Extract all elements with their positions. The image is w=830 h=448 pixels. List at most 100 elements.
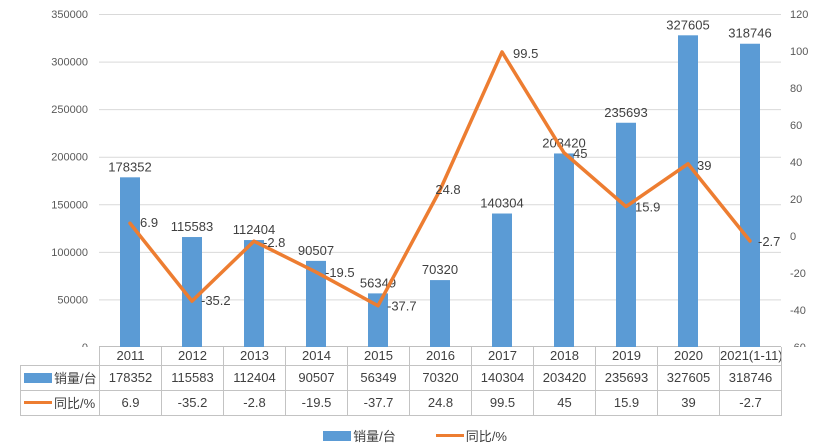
bar-value-label: 90507 — [298, 243, 334, 258]
right-axis-tick-label: 100 — [790, 46, 808, 58]
table-corner-cell — [21, 347, 100, 365]
category-label: 2011 — [99, 347, 162, 366]
sales-bar — [120, 177, 140, 347]
category-label: 2019 — [595, 347, 658, 366]
table-row: 销量/台 178352 115583 112404 90507 56349 70320 140… — [20, 364, 782, 391]
table-value-cell: 318746 — [719, 364, 782, 391]
table-value-cell: -2.7 — [719, 389, 782, 416]
line-value-label: -19.5 — [325, 265, 355, 280]
right-axis-tick-label: -60 — [790, 342, 806, 347]
right-axis-tick-label: -20 — [790, 268, 806, 280]
table-value-cell: 15.9 — [595, 389, 658, 416]
legend-label-sales: 销量/台 — [353, 429, 396, 444]
left-axis-tick-label: 100000 — [51, 247, 88, 259]
line-value-label: 24.8 — [435, 182, 460, 197]
table-value-cell: -37.7 — [347, 389, 410, 416]
category-label: 2012 — [161, 347, 224, 366]
table-value-cell: 6.9 — [99, 389, 162, 416]
left-axis-tick-label: 50000 — [57, 294, 88, 306]
category-label: 2014 — [285, 347, 348, 366]
table-value-cell: 327605 — [657, 364, 720, 391]
bar-series-swatch — [323, 430, 352, 441]
line-value-label: 39 — [697, 158, 711, 173]
bar-value-label: 327605 — [666, 17, 709, 32]
left-axis-tick-label: 350000 — [51, 9, 88, 21]
table-value-cell: 115583 — [161, 364, 224, 391]
bar-value-label: 318746 — [728, 26, 771, 41]
chart-data-table: 2011 2012 2013 2014 2015 2016 2017 2018 2019 2020… — [20, 347, 782, 416]
bar-value-label: 115583 — [171, 219, 213, 234]
line-series-swatch — [435, 434, 464, 437]
line-value-label: 15.9 — [635, 200, 660, 215]
right-axis-tick-label: 80 — [790, 83, 802, 95]
left-axis-tick-label: 200000 — [51, 152, 88, 164]
left-axis-tick-label: 250000 — [51, 104, 88, 116]
table-value-cell: 140304 — [471, 364, 534, 391]
line-value-label: -2.7 — [758, 234, 780, 249]
combo-chart: 0 50000 100000 150000 200000 250000 300000 3500… — [51, 9, 808, 347]
category-label: 2017 — [471, 347, 534, 366]
right-axis-tick-label: 120 — [790, 9, 808, 21]
bar-value-label: 140304 — [480, 196, 523, 211]
sales-bar — [430, 280, 450, 347]
right-axis-tick-label: 40 — [790, 157, 802, 169]
series-name-label: 销量/台 — [54, 371, 97, 386]
table-row: 同比/% 6.9 -35.2 -2.8 -19.5 -37.7 24.8 99.5 45 15.9… — [20, 389, 782, 416]
sales-bar — [616, 122, 636, 347]
sales-bar — [740, 43, 760, 347]
legend-item-sales: 销量/台 — [323, 426, 396, 445]
sales-bar — [182, 237, 202, 347]
bar-series-swatch — [24, 372, 52, 383]
line-value-label: -37.7 — [387, 299, 417, 314]
table-value-cell: 24.8 — [409, 389, 472, 416]
table-value-cell: 112404 — [223, 364, 286, 391]
left-axis-tick-label: 150000 — [51, 199, 88, 211]
sales-bar — [244, 240, 264, 347]
right-axis-tick-label: -40 — [790, 305, 806, 317]
category-label: 2021(1-11) — [719, 347, 782, 366]
table-value-cell: 203420 — [533, 364, 596, 391]
table-value-cell: 90507 — [285, 364, 348, 391]
series-row-header: 销量/台 — [20, 364, 100, 391]
sales-bar — [492, 213, 512, 347]
line-series-swatch — [24, 401, 52, 404]
sales-bar — [306, 260, 326, 347]
right-axis-tick-label: 0 — [790, 231, 796, 243]
table-value-cell: 45 — [533, 389, 596, 416]
left-axis-tick-label: 300000 — [51, 57, 88, 69]
table-value-cell: 56349 — [347, 364, 410, 391]
bar-value-label: 178352 — [108, 159, 151, 174]
bar-value-label: 70320 — [422, 262, 458, 277]
category-label: 2015 — [347, 347, 410, 366]
chart-legend: 销量/台 同比/% — [0, 426, 830, 445]
line-value-label: 6.9 — [140, 215, 158, 230]
table-value-cell: 70320 — [409, 364, 472, 391]
line-value-label: 99.5 — [513, 46, 538, 61]
legend-label-yoy: 同比/% — [465, 429, 507, 444]
category-label: 2020 — [657, 347, 720, 366]
bar-value-label: 203420 — [542, 135, 585, 150]
bar-value-label: 112404 — [233, 222, 275, 237]
right-axis-tick-label: 20 — [790, 194, 802, 206]
series-row-header: 同比/% — [20, 389, 100, 416]
table-value-cell: -19.5 — [285, 389, 348, 416]
sales-bar — [554, 153, 574, 347]
table-value-cell: 178352 — [99, 364, 162, 391]
line-value-label: -2.8 — [263, 235, 285, 250]
yoy-trend-line — [128, 50, 752, 308]
right-axis-tick-label: 60 — [790, 120, 802, 132]
category-label: 2013 — [223, 347, 286, 366]
category-label: 2016 — [409, 347, 472, 366]
line-value-label: -35.2 — [201, 293, 231, 308]
left-axis-tick-label: 0 — [82, 342, 88, 347]
sales-bar — [678, 35, 698, 347]
bar-value-label: 235693 — [604, 105, 647, 120]
series-name-label: 同比/% — [54, 396, 96, 411]
legend-item-yoy: 同比/% — [435, 426, 507, 445]
table-category-row: 2011 2012 2013 2014 2015 2016 2017 2018 2019 2020… — [21, 347, 782, 366]
sales-bar — [368, 293, 388, 347]
table-value-cell: -2.8 — [223, 389, 286, 416]
table-value-cell: 235693 — [595, 364, 658, 391]
table-value-cell: 99.5 — [471, 389, 534, 416]
